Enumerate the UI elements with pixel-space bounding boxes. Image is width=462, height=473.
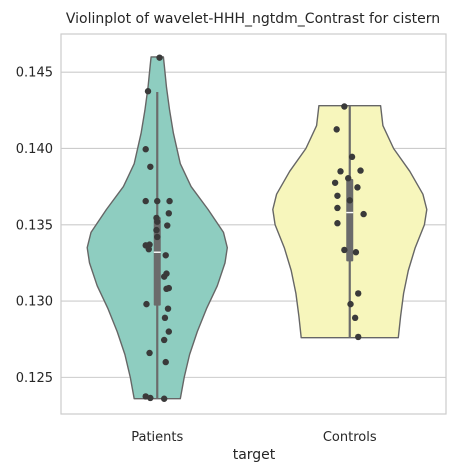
data-point [165, 328, 172, 335]
data-point [142, 146, 149, 153]
data-point [154, 197, 161, 205]
data-point [331, 179, 339, 186]
data-point [334, 192, 341, 199]
data-point [153, 226, 160, 234]
data-point [145, 245, 152, 253]
data-point [347, 300, 354, 308]
data-point [164, 222, 171, 229]
data-point [334, 204, 341, 212]
data-point [333, 126, 340, 133]
violins [86, 56, 428, 400]
data-point [334, 220, 341, 227]
data-point [154, 218, 161, 225]
data-point [164, 305, 172, 312]
x-axis-ticks: Patients Controls [131, 430, 377, 445]
y-axis-ticks: 0.125 0.130 0.135 0.140 0.145 [16, 66, 53, 386]
y-tick-label: 0.135 [16, 218, 53, 233]
x-tick-label: Patients [131, 430, 183, 445]
data-point [146, 349, 153, 357]
plot-frame [60, 33, 447, 415]
data-point [163, 285, 170, 293]
data-point [144, 88, 152, 95]
y-tick-label: 0.125 [16, 371, 53, 386]
data-point [160, 336, 168, 344]
data-point [166, 197, 173, 205]
data-point [160, 395, 168, 402]
x-axis-label: target [233, 447, 276, 463]
data-point [162, 252, 169, 259]
data-point [142, 197, 149, 205]
data-point [360, 210, 367, 218]
data-point [147, 394, 154, 402]
data-point [357, 167, 364, 174]
data-point [337, 168, 344, 175]
y-tick-label: 0.145 [16, 66, 53, 81]
strip-points [142, 54, 367, 402]
data-point [154, 233, 161, 241]
data-point [147, 163, 154, 170]
data-point [355, 290, 362, 297]
chart-title: Violinplot of wavelet-HHH_ngtdm_Contrast… [66, 11, 440, 27]
data-point [161, 314, 169, 322]
data-point [348, 153, 356, 161]
data-point [345, 175, 352, 182]
data-point [341, 103, 348, 110]
data-point [341, 246, 348, 254]
x-tick-label: Controls [323, 430, 377, 445]
data-point [355, 333, 362, 341]
data-point [165, 210, 172, 217]
y-tick-label: 0.140 [16, 142, 53, 157]
data-point [354, 184, 361, 191]
data-point [143, 300, 150, 308]
data-point [346, 197, 353, 204]
y-tick-label: 0.130 [16, 295, 53, 310]
data-point [352, 249, 360, 256]
data-point [162, 358, 169, 366]
data-point [160, 273, 168, 280]
data-point [351, 314, 359, 322]
data-point [156, 54, 163, 61]
